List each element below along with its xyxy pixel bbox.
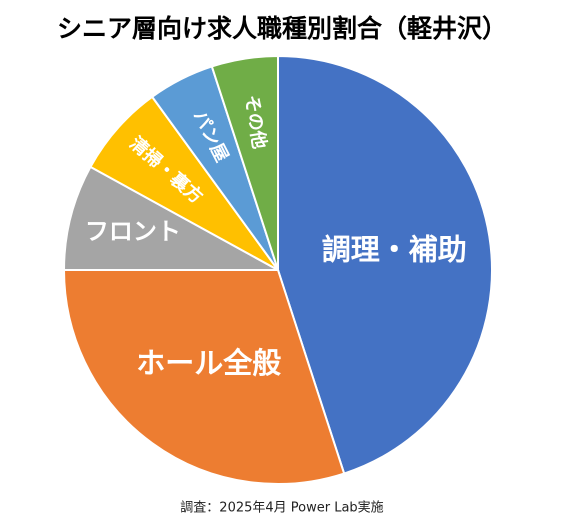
pie-slice [277,54,493,475]
slice-label: 調理・補助 [322,233,467,267]
pie [62,54,493,485]
pie-slice [210,54,279,271]
source-note: 調査：2025年4月 Power Lab実施 [180,500,383,516]
slice-label: ホール全般 [136,346,281,380]
pie-slice [62,165,279,271]
pie-slice [62,269,346,485]
slice-label: フロント [85,218,181,246]
chart-title: シニア層向け求人職種別割合（軽井沢） [57,14,507,43]
